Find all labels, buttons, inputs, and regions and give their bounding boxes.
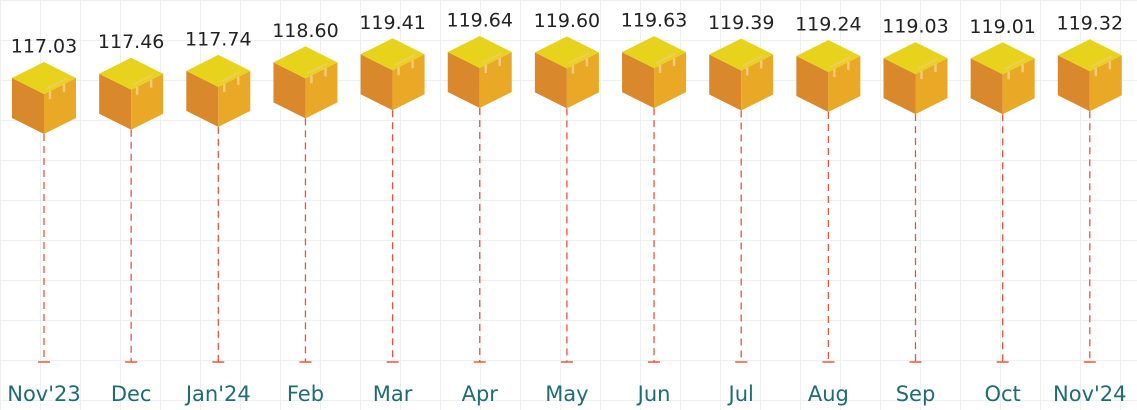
box-left: [447, 52, 480, 108]
box-right: [1002, 58, 1035, 115]
box: [1057, 39, 1122, 112]
box-tape: [219, 71, 241, 83]
box-top: [99, 57, 164, 90]
box-tape: [394, 54, 416, 67]
value-label: 118.60: [272, 20, 338, 42]
x-tick-label: Apr: [462, 382, 499, 406]
box-right: [828, 55, 861, 112]
x-tick-label: Aug: [808, 382, 849, 406]
box-left: [186, 70, 219, 127]
box-tape: [829, 56, 851, 68]
box-left: [12, 78, 44, 134]
box-right: [305, 62, 338, 119]
value-label: 119.64: [447, 10, 513, 32]
box-tape: [481, 52, 503, 64]
box-left: [99, 73, 132, 130]
box-left: [622, 52, 655, 109]
box-top: [796, 39, 861, 72]
box-top: [186, 54, 251, 87]
x-tick-label: Sep: [896, 382, 936, 406]
box-left: [534, 52, 567, 109]
box-right: [1089, 55, 1122, 112]
value-label: 119.60: [534, 10, 600, 32]
box-top: [273, 46, 338, 79]
value-label: 119.03: [882, 16, 948, 38]
box-right: [566, 52, 599, 109]
box: [186, 54, 251, 127]
box-top: [970, 42, 1035, 75]
box: [534, 36, 599, 109]
x-tick-label: Jun: [636, 382, 671, 406]
box-top: [447, 36, 512, 68]
value-label: 117.74: [185, 28, 251, 50]
box: [360, 38, 425, 111]
box-left: [360, 54, 393, 111]
box: [273, 46, 338, 119]
x-tick-label: Dec: [111, 382, 152, 406]
box: [99, 57, 164, 130]
box-top: [360, 38, 425, 71]
box-left: [273, 62, 306, 119]
box: [622, 36, 687, 109]
x-tick-label: May: [545, 382, 588, 406]
box-left: [1057, 55, 1090, 112]
box-right: [654, 52, 687, 109]
value-label: 119.24: [795, 13, 861, 35]
box-left: [796, 55, 829, 112]
value-label: 117.03: [11, 36, 77, 58]
value-label: 117.46: [98, 31, 164, 53]
box-left: [970, 58, 1003, 115]
box-tape: [1091, 55, 1113, 68]
box: [447, 36, 512, 108]
box: [883, 42, 948, 115]
box-right: [44, 78, 76, 134]
box: [796, 39, 861, 112]
box-top: [534, 36, 599, 69]
value-label: 119.63: [621, 10, 687, 32]
x-tick-label: Feb: [287, 382, 324, 406]
box-top: [709, 38, 774, 71]
x-tick-label: Jul: [727, 382, 754, 406]
x-tick-label: Nov'23: [7, 382, 80, 406]
x-tick-label: Jan'24: [184, 382, 251, 406]
box-tape: [1004, 58, 1026, 71]
box-left: [883, 58, 916, 115]
value-label: 119.01: [969, 16, 1035, 38]
box-tape: [568, 52, 590, 65]
box: [12, 62, 76, 134]
box-right: [131, 73, 164, 130]
x-tick-label: Nov'24: [1053, 382, 1126, 406]
box-left: [709, 54, 742, 111]
box-top: [1057, 39, 1122, 72]
value-label: 119.32: [1057, 13, 1123, 35]
box-tape: [307, 62, 328, 75]
box-tape: [742, 54, 764, 67]
box-tape: [917, 58, 938, 70]
box-right: [915, 58, 948, 115]
box-tape: [45, 78, 67, 90]
box: [709, 38, 774, 111]
box-right: [479, 52, 512, 108]
box-tape: [655, 52, 677, 64]
box-right: [392, 54, 425, 111]
x-tick-label: Oct: [984, 382, 1020, 406]
x-tick-label: Mar: [373, 382, 413, 406]
box: [970, 42, 1035, 115]
box-right: [741, 54, 774, 111]
value-label: 119.41: [359, 12, 425, 34]
box-tape: [132, 73, 154, 86]
value-label: 119.39: [708, 12, 774, 34]
box-top: [622, 36, 687, 69]
box-top: [12, 62, 76, 94]
box-right: [218, 70, 251, 127]
box-top: [883, 42, 948, 75]
